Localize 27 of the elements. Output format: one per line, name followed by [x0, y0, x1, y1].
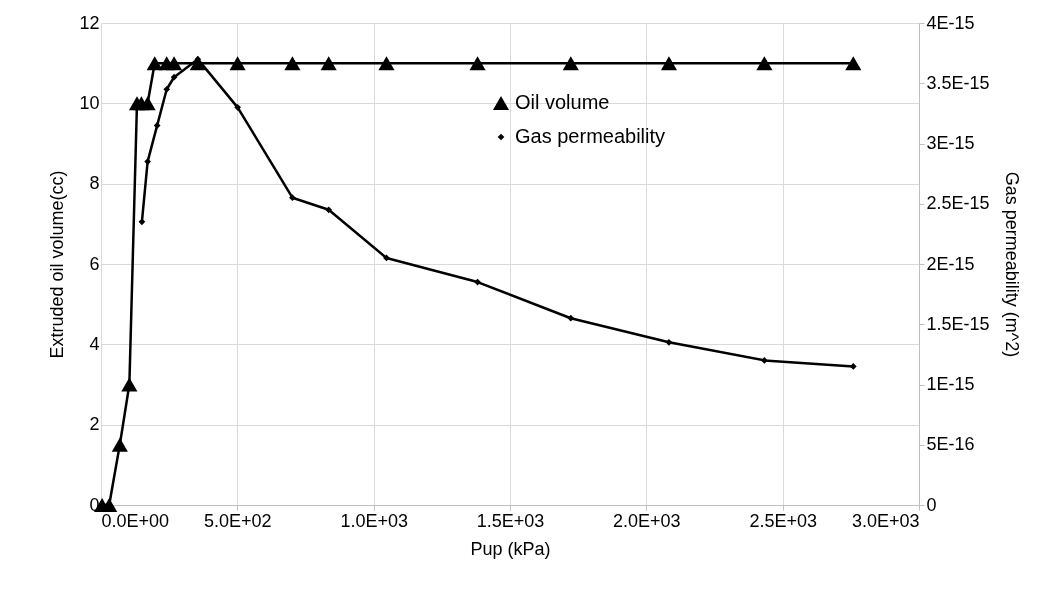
y-tick-label: 10: [79, 92, 100, 113]
legend-label: Oil volume: [515, 91, 610, 113]
x-tick-label: 5.0E+02: [204, 510, 272, 531]
x-tick-label: 0.0E+00: [101, 510, 170, 531]
y2-tick-label: 3.5E-15: [926, 72, 990, 93]
y-tick-label: 2: [89, 414, 100, 435]
y2-axis-title: Gas permeability (m^2): [1001, 171, 1022, 358]
y2-tick-label: 1E-15: [926, 374, 975, 394]
y2-tick-label: 2E-15: [926, 253, 975, 274]
legend-label: Gas permeability: [515, 125, 666, 147]
y-tick-label: 4: [89, 333, 100, 354]
y-tick-label: 8: [89, 173, 100, 194]
x-axis-title: Pup (kPa): [470, 538, 551, 559]
y-tick-label: 12: [79, 12, 100, 33]
x-tick-label: 3.0E+03: [851, 510, 920, 531]
y2-tick-label: 1.5E-15: [926, 313, 990, 334]
x-tick-label: 2.5E+03: [749, 510, 817, 531]
y2-tick-label: 4E-15: [926, 12, 975, 33]
x-tick-label: 1.5E+03: [476, 510, 545, 531]
y-axis-title: Extruded oil volume(cc): [47, 170, 68, 359]
y2-tick-label: 3E-15: [926, 133, 975, 153]
y2-tick-label: 2.5E-15: [926, 193, 990, 214]
x-tick-label: 1.0E+03: [340, 510, 408, 531]
y-tick-label: 6: [89, 253, 100, 274]
y2-tick-label: 5E-16: [926, 434, 975, 455]
x-tick-label: 2.0E+03: [613, 510, 681, 531]
y2-tick-label: 0: [926, 494, 937, 515]
